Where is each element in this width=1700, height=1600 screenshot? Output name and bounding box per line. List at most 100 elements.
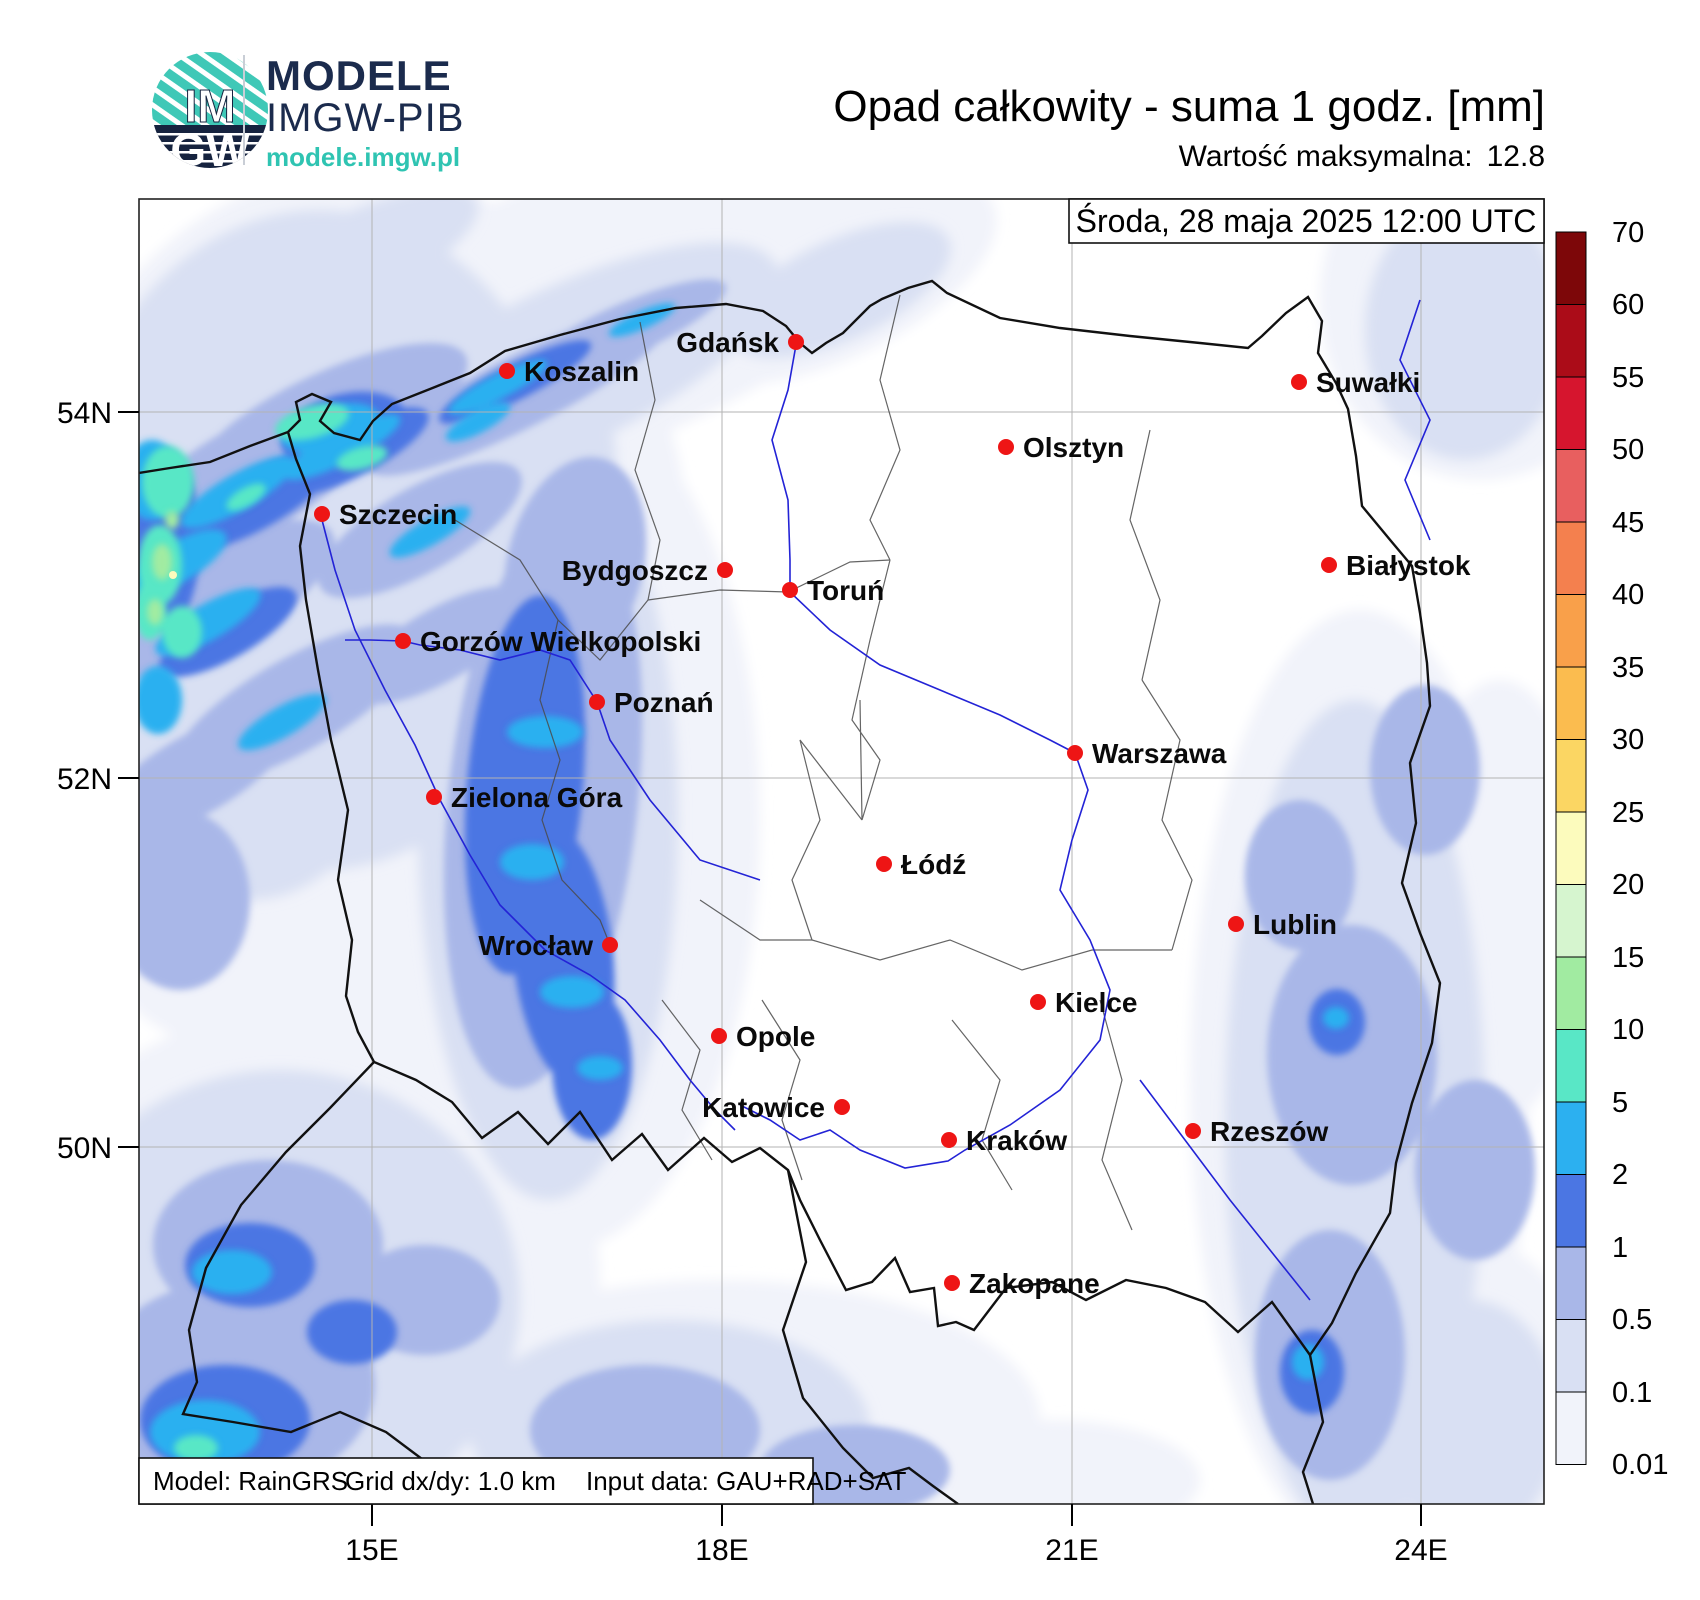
timestamp-text: Środa, 28 maja 2025 12:00 UTC xyxy=(1076,203,1537,239)
svg-text:5: 5 xyxy=(1612,1087,1628,1119)
colorbar-labels: 70 60 55 50 45 40 35 30 25 20 15 10 5 2 … xyxy=(1612,217,1668,1481)
logo-text-gw: GW xyxy=(170,124,250,176)
svg-text:70: 70 xyxy=(1612,217,1644,249)
svg-text:Opole: Opole xyxy=(736,1021,815,1052)
city-marker-opole: Opole xyxy=(711,1021,815,1052)
precipitation-field xyxy=(139,199,1544,1504)
svg-text:Koszalin: Koszalin xyxy=(524,356,639,387)
city-markers: Gdańsk Koszalin Suwałki Olsztyn Szczecin… xyxy=(314,327,1471,1299)
svg-text:Warszawa: Warszawa xyxy=(1092,738,1227,769)
city-marker-suwalki: Suwałki xyxy=(1291,367,1420,398)
svg-text:Suwałki: Suwałki xyxy=(1316,367,1420,398)
svg-text:Kielce: Kielce xyxy=(1055,987,1138,1018)
graticule-grid xyxy=(139,199,1544,1504)
svg-text:15: 15 xyxy=(1612,942,1644,974)
svg-text:Gdańsk: Gdańsk xyxy=(676,327,779,358)
svg-text:10: 10 xyxy=(1612,1014,1644,1046)
city-marker-olsztyn: Olsztyn xyxy=(998,432,1124,463)
svg-text:Łódź: Łódź xyxy=(901,849,966,880)
svg-text:25: 25 xyxy=(1612,797,1644,829)
brand-institute: IMGW-PIB xyxy=(266,96,465,140)
svg-text:45: 45 xyxy=(1612,507,1644,539)
city-marker-warszawa: Warszawa xyxy=(1067,738,1227,769)
city-marker-bydgoszcz: Bydgoszcz xyxy=(562,555,733,586)
city-marker-koszalin: Koszalin xyxy=(499,356,639,387)
svg-text:Bydgoszcz: Bydgoszcz xyxy=(562,555,708,586)
city-marker-gdansk: Gdańsk xyxy=(676,327,804,358)
border-de-cz xyxy=(181,1061,440,1504)
svg-text:Wrocław: Wrocław xyxy=(478,930,593,961)
map-frame xyxy=(138,198,1545,1505)
city-marker-krakow: Kraków xyxy=(941,1125,1067,1156)
city-marker-poznan: Poznań xyxy=(589,687,714,718)
svg-text:Kraków: Kraków xyxy=(966,1125,1067,1156)
svg-text:40: 40 xyxy=(1612,579,1644,611)
lat-label: 52N xyxy=(57,763,112,796)
svg-text:Katowice: Katowice xyxy=(702,1092,825,1123)
model-name: Model: RainGRS xyxy=(153,1466,348,1496)
german-coast xyxy=(139,430,289,475)
svg-text:2: 2 xyxy=(1612,1159,1628,1191)
logo-text-im: IM xyxy=(184,80,235,132)
svg-text:Lublin: Lublin xyxy=(1253,909,1337,940)
svg-text:50: 50 xyxy=(1612,434,1644,466)
city-marker-zakopane: Zakopane xyxy=(944,1268,1100,1299)
lon-axis-labels: 15E 18E 21E 24E xyxy=(345,1534,1447,1567)
poland-outline xyxy=(286,279,1442,1358)
svg-text:Olsztyn: Olsztyn xyxy=(1023,432,1124,463)
precip-speck-high xyxy=(169,571,177,579)
max-value-line: Wartość maksymalna: 12.8 xyxy=(1179,140,1545,174)
precip-layer-10 xyxy=(147,511,179,625)
brand-url-link[interactable]: modele.imgw.pl xyxy=(266,142,461,172)
svg-text:20: 20 xyxy=(1612,869,1644,901)
svg-text:1: 1 xyxy=(1612,1232,1628,1264)
svg-text:Poznań: Poznań xyxy=(614,687,714,718)
model-grid: Grid dx/dy: 1.0 km xyxy=(345,1466,556,1496)
max-value-label: Wartość maksymalna: xyxy=(1178,140,1473,173)
timestamp-box: Środa, 28 maja 2025 12:00 UTC xyxy=(1068,198,1545,244)
svg-text:55: 55 xyxy=(1612,362,1644,394)
imgw-logo: IM GW xyxy=(152,52,268,176)
svg-text:Gorzów Wielkopolski: Gorzów Wielkopolski xyxy=(420,626,701,657)
city-marker-szczecin: Szczecin xyxy=(314,499,457,530)
svg-text:Toruń: Toruń xyxy=(807,575,884,606)
colorbar-segments xyxy=(1555,231,1587,1465)
svg-text:0.01: 0.01 xyxy=(1612,1449,1668,1481)
lon-label: 15E xyxy=(345,1534,398,1567)
border-cz-sk xyxy=(781,1169,959,1504)
city-marker-lodz: Łódź xyxy=(876,849,966,880)
lat-axis-labels: 54N 52N 50N xyxy=(57,397,112,1165)
brand-name: MODELE xyxy=(266,52,452,99)
model-info-box: Model: RainGRS Grid dx/dy: 1.0 km Input … xyxy=(138,1457,906,1505)
model-input: Input data: GAU+RAD+SAT xyxy=(586,1466,906,1496)
svg-text:30: 30 xyxy=(1612,724,1644,756)
city-marker-bialystok: Białystok xyxy=(1321,550,1471,581)
city-marker-gorzow: Gorzów Wielkopolski xyxy=(395,626,701,657)
svg-text:Białystok: Białystok xyxy=(1346,550,1471,581)
svg-text:Zielona Góra: Zielona Góra xyxy=(451,782,623,813)
city-marker-kielce: Kielce xyxy=(1030,987,1138,1018)
border-sk-ua xyxy=(1301,1354,1325,1504)
page-title: Opad całkowity - suma 1 godz. [mm] xyxy=(833,82,1545,131)
svg-text:35: 35 xyxy=(1612,652,1644,684)
city-marker-zielona-gora: Zielona Góra xyxy=(426,782,623,813)
max-value: 12.8 xyxy=(1486,140,1545,173)
brand-divider xyxy=(243,55,245,165)
city-marker-torun: Toruń xyxy=(782,575,884,606)
city-marker-rzeszow: Rzeszów xyxy=(1185,1116,1328,1147)
svg-text:0.5: 0.5 xyxy=(1612,1304,1652,1336)
colorbar: 70 60 55 50 45 40 35 30 25 20 15 10 5 2 … xyxy=(1555,217,1668,1481)
lon-label: 24E xyxy=(1394,1534,1447,1567)
city-marker-katowice: Katowice xyxy=(702,1092,850,1123)
lat-label: 50N xyxy=(57,1132,112,1165)
svg-text:Rzeszów: Rzeszów xyxy=(1210,1116,1328,1147)
axis-ticks xyxy=(118,411,1422,1526)
city-marker-lublin: Lublin xyxy=(1228,909,1337,940)
svg-text:60: 60 xyxy=(1612,289,1644,321)
lat-label: 54N xyxy=(57,397,112,430)
svg-text:Zakopane: Zakopane xyxy=(969,1268,1100,1299)
lon-label: 18E xyxy=(695,1534,748,1567)
svg-text:Szczecin: Szczecin xyxy=(339,499,457,530)
city-marker-wroclaw: Wrocław xyxy=(478,930,618,961)
